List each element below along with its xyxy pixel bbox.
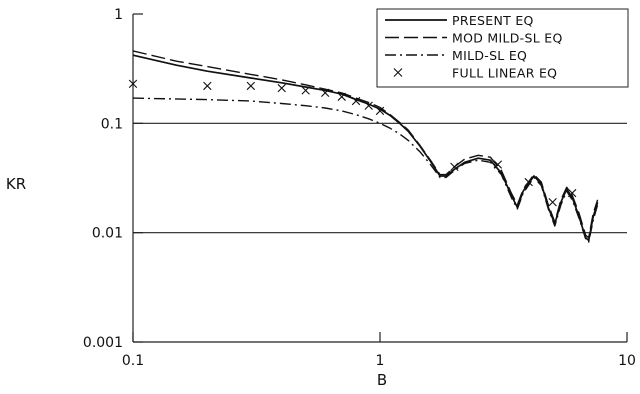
- legend-marker: [393, 68, 403, 77]
- data-point-marker: [246, 81, 256, 91]
- legend-label: MOD MILD-SL EQ: [452, 31, 563, 46]
- x-tick-label: 1: [376, 353, 385, 369]
- legend-label: MILD-SL EQ: [452, 48, 527, 63]
- x-axis-label: B: [377, 371, 387, 389]
- axes: 1 0.1 0.01 0.001 0.1 1 10: [83, 7, 636, 369]
- series-line-1: [132, 54, 599, 242]
- data-point-marker: [337, 92, 346, 101]
- grid-lines: [133, 122, 627, 234]
- data-point-marker: [364, 101, 373, 110]
- legend-label: FULL LINEAR EQ: [452, 66, 557, 81]
- y-tick-label: 1: [114, 7, 123, 23]
- data-point-marker: [524, 177, 533, 187]
- y-tick-label: 0.1: [101, 116, 123, 132]
- data-point-marker: [301, 86, 310, 95]
- series-layer: [128, 50, 599, 243]
- y-tick-label: 0.01: [92, 226, 123, 242]
- data-point-marker: [568, 188, 577, 198]
- data-point-marker: [375, 106, 385, 116]
- x-tick-label: 0.1: [122, 353, 144, 369]
- legend: PRESENT EQ MOD MILD-SL EQ MILD-SL EQ FULL L…: [376, 8, 629, 88]
- data-point-marker: [493, 160, 503, 169]
- data-point-marker: [128, 79, 138, 88]
- data-point-marker: [321, 88, 330, 98]
- data-point-marker: [277, 83, 286, 93]
- legend-label: PRESENT EQ: [452, 13, 534, 28]
- data-point-marker: [203, 81, 212, 91]
- y-axis-label: KR: [6, 175, 26, 193]
- data-point-marker: [351, 96, 361, 106]
- legend-box: [376, 8, 629, 88]
- y-tick-label: 0.001: [83, 335, 123, 351]
- series-line-3: [132, 97, 599, 243]
- data-point-marker: [548, 198, 557, 207]
- x-tick-label: 10: [618, 353, 636, 369]
- data-point-marker: [450, 162, 459, 172]
